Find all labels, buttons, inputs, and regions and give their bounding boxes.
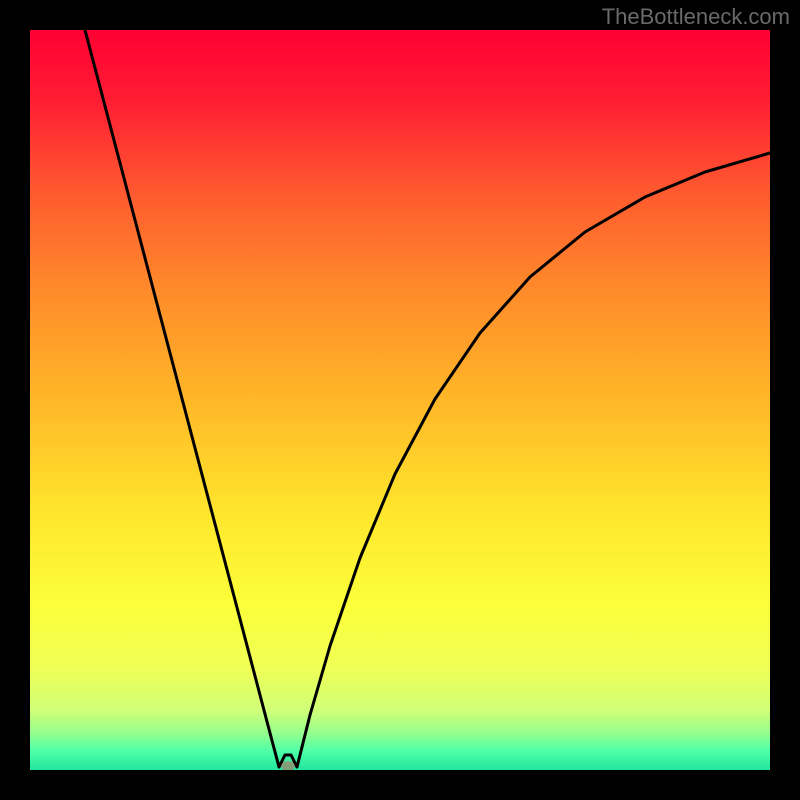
bottleneck-curve	[85, 30, 770, 767]
plot-area	[30, 30, 770, 770]
watermark-text: TheBottleneck.com	[602, 4, 790, 30]
minimum-marker	[281, 761, 295, 770]
curve-layer	[30, 30, 770, 770]
